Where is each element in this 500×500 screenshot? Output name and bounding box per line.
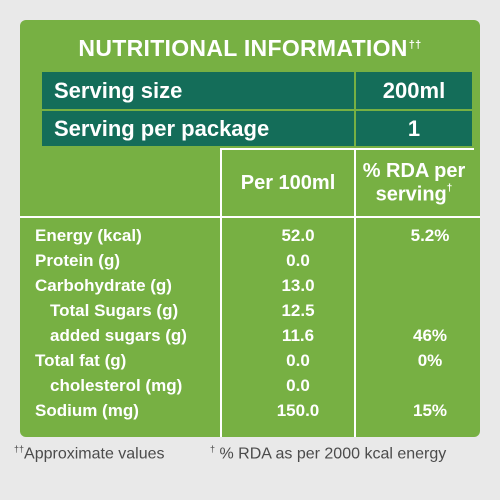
title-text: NUTRITIONAL INFORMATION xyxy=(78,34,408,61)
nutrient-per100: 52.0 xyxy=(281,226,315,245)
serving-per-package-value: 1 xyxy=(356,111,472,146)
header-top-rule xyxy=(220,148,474,150)
title-mark: †† xyxy=(408,39,422,51)
rda-header-line1: % RDA per xyxy=(362,159,466,182)
footnote-approximate: ††Approximate values xyxy=(14,444,165,463)
nutrient-per100: 150.0 xyxy=(276,401,320,420)
nutrient-name: Sodium (mg) xyxy=(35,401,139,420)
nutrient-per100: 13.0 xyxy=(281,276,315,295)
nutrient-name: cholesterol (mg) xyxy=(50,376,183,395)
nutrient-row-carbohydrate: Carbohydrate (g) 13.0 xyxy=(20,274,480,299)
nutrient-name: Energy (kcal) xyxy=(35,226,142,245)
nutrient-name: Total Sugars (g) xyxy=(50,301,179,320)
header-bottom-rule xyxy=(20,216,480,218)
panel-title: NUTRITIONAL INFORMATION †† xyxy=(20,20,480,76)
nutrient-row-protein: Protein (g) 0.0 xyxy=(20,249,480,274)
nutrient-row-total-fat: Total fat (g) 0.0 0% xyxy=(20,349,480,374)
nutrient-rda: 5.2% xyxy=(410,226,450,245)
footnotes: ††Approximate values † % RDA as per 2000… xyxy=(0,444,500,474)
nutrient-row-total-sugars: Total Sugars (g) 12.5 xyxy=(20,299,480,324)
nutrient-per100: 11.6 xyxy=(281,326,315,345)
column-divider-1 xyxy=(220,148,222,437)
rda-header-line2: serving xyxy=(375,183,447,206)
footnote-approximate-text: Approximate values xyxy=(24,445,165,463)
nutrient-rda: 0% xyxy=(417,351,443,370)
nutrition-panel: NUTRITIONAL INFORMATION †† Serving size 2… xyxy=(20,20,480,437)
footnote-rda-text: % RDA as per 2000 kcal energy xyxy=(219,445,447,463)
serving-size-label: Serving size xyxy=(42,72,354,109)
rda-header-mark: † xyxy=(446,182,453,194)
nutrient-per100: 0.0 xyxy=(286,251,310,270)
nutrient-rda: 15% xyxy=(412,401,448,420)
footnote-rda: † % RDA as per 2000 kcal energy xyxy=(210,444,446,463)
footnote-rda-mark: † xyxy=(210,444,216,454)
nutrient-name: Carbohydrate (g) xyxy=(35,276,172,295)
nutrient-rda: 46% xyxy=(412,326,448,345)
per100-header: Per 100ml xyxy=(240,171,336,194)
column-divider-2 xyxy=(354,148,356,437)
nutrient-row-added-sugars: added sugars (g) 11.6 46% xyxy=(20,324,480,349)
nutrient-row-sodium: Sodium (mg) 150.0 15% xyxy=(20,399,480,424)
nutrient-name: Protein (g) xyxy=(35,251,120,270)
nutrient-row-energy: Energy (kcal) 52.0 5.2% xyxy=(20,224,480,249)
nutrient-per100: 12.5 xyxy=(281,301,315,320)
serving-size-value: 200ml xyxy=(356,72,472,109)
nutrient-per100: 0.0 xyxy=(286,351,310,370)
nutrient-name: Total fat (g) xyxy=(35,351,127,370)
nutrient-name: added sugars (g) xyxy=(50,326,187,345)
nutrient-row-cholesterol: cholesterol (mg) 0.0 xyxy=(20,374,480,399)
nutrient-per100: 0.0 xyxy=(286,376,310,395)
rda-header: % RDA per serving† xyxy=(356,150,472,216)
footnote-approximate-mark: †† xyxy=(14,444,25,454)
serving-per-package-label: Serving per package xyxy=(42,111,354,146)
